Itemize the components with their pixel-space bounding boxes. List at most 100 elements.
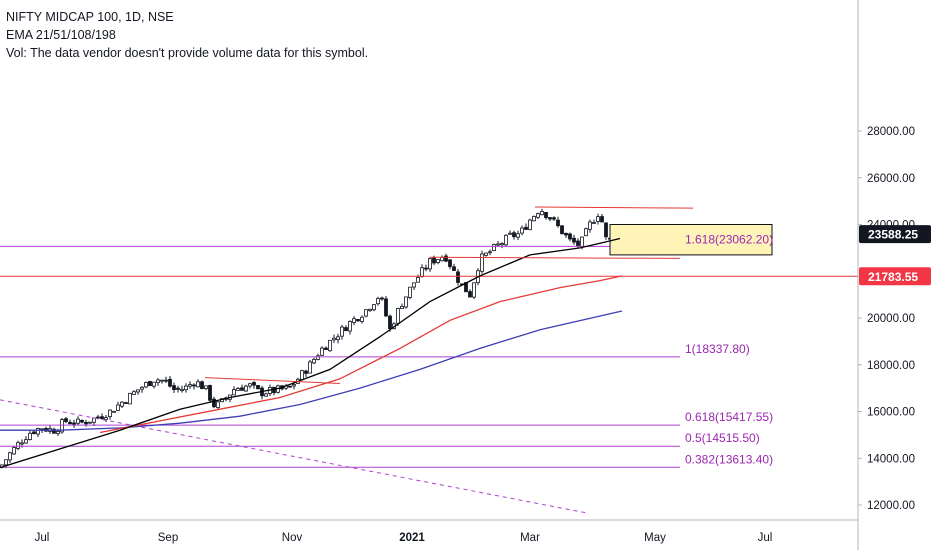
candle-body — [236, 388, 240, 391]
candle-body — [480, 253, 484, 272]
candle-body — [328, 339, 332, 352]
candle-body — [584, 228, 588, 237]
candle-body — [96, 416, 100, 419]
candle-body — [320, 347, 324, 356]
candle-body — [160, 379, 164, 382]
candle-body — [524, 226, 528, 230]
candle-body — [8, 452, 12, 461]
candle-body — [544, 211, 548, 218]
candle-body — [564, 232, 568, 236]
candle-body — [400, 306, 404, 310]
candle-body — [124, 402, 128, 405]
candle-body — [192, 384, 196, 387]
candle-body — [504, 234, 508, 246]
indicator-label[interactable]: EMA 21/51/108/198 — [6, 28, 116, 42]
candle-body — [92, 417, 96, 423]
candle-body — [516, 233, 520, 238]
candle-body — [316, 355, 320, 360]
candle-body — [456, 271, 460, 283]
candle-body — [20, 442, 24, 445]
candle-body — [500, 243, 504, 246]
candle-body — [60, 419, 64, 433]
candle-body — [452, 266, 456, 271]
candle-body — [196, 381, 200, 388]
candle-body — [108, 409, 112, 417]
candle-body — [600, 216, 604, 223]
candle-body — [552, 217, 556, 220]
candle-body — [336, 336, 340, 341]
price-tick-label: 20000.00 — [867, 313, 915, 325]
candle-body — [240, 387, 244, 391]
candle-body — [116, 404, 120, 411]
fib-label: 1(18337.80) — [685, 342, 750, 356]
candle-body — [264, 393, 268, 397]
candle-body — [208, 385, 212, 401]
candle-body — [572, 237, 576, 243]
candle-body — [388, 315, 392, 330]
candle-body — [24, 439, 28, 444]
resistance-line — [204, 377, 341, 384]
fib-label: 0.382(13613.40) — [685, 452, 773, 466]
candle-body — [536, 213, 540, 218]
price-axis: 12000.00 14000.00 16000.00 18000.00 20000.00… — [857, 0, 931, 550]
candle-body — [112, 410, 116, 413]
candle-body — [420, 267, 424, 278]
time-axis: Jul Sep Nov 2021 Mar May Jul — [0, 519, 858, 544]
candle-body — [432, 257, 436, 264]
price-tick-label: 14000.00 — [867, 453, 915, 465]
candle-body — [424, 267, 428, 270]
candle-body — [568, 233, 572, 240]
candle-body — [364, 309, 368, 317]
price-tick-label: 12000.00 — [867, 500, 915, 512]
candle-body — [84, 421, 88, 425]
ema21-line — [0, 237, 621, 469]
candle-body — [176, 387, 180, 390]
candle-body — [256, 385, 260, 390]
candle-body — [76, 418, 80, 424]
candle-body — [120, 401, 124, 407]
candle-body — [576, 240, 580, 246]
candle-body — [300, 370, 304, 381]
candle-body — [548, 217, 552, 220]
candle-body — [28, 432, 32, 440]
candle-body — [68, 421, 72, 425]
candle-body — [232, 389, 236, 396]
symbol-title[interactable]: NIFTY MIDCAP 100, 1D, NSE — [6, 10, 174, 24]
candle-body — [344, 327, 348, 332]
candle-body — [496, 243, 500, 246]
candle-body — [140, 386, 144, 390]
candle-body — [16, 442, 20, 449]
candle-body — [484, 252, 488, 256]
candle-body — [324, 347, 328, 350]
candle-body — [184, 385, 188, 391]
candle-body — [412, 282, 416, 288]
candle-body — [136, 389, 140, 393]
price-tick-label: 16000.00 — [867, 407, 915, 419]
candle-body — [372, 304, 376, 311]
candle-body — [148, 380, 152, 387]
candle-body — [376, 298, 380, 305]
candle-body — [556, 219, 560, 227]
time-tick-label: May — [644, 532, 666, 544]
candle-body — [332, 337, 336, 341]
candle-body — [4, 459, 8, 466]
overlays-layer: 1.618(23062.20) 1(18337.80) 0.618(15417.55… — [0, 206, 858, 514]
candle-body — [252, 382, 256, 386]
candle-body — [100, 416, 104, 419]
candle-body — [508, 232, 512, 235]
chart-legend: NIFTY MIDCAP 100, 1D, NSE EMA 21/51/108/… — [6, 8, 368, 62]
candle-body — [404, 296, 408, 308]
candle-body — [204, 385, 208, 390]
price-tick-label: 26000.00 — [867, 173, 915, 185]
candle-body — [12, 447, 16, 455]
candle-body — [152, 381, 156, 387]
candle-body — [592, 222, 596, 224]
candle-body — [348, 321, 352, 332]
candle-body — [308, 361, 312, 374]
candle-body — [288, 385, 292, 388]
candles-layer — [0, 208, 620, 469]
candle-body — [492, 244, 496, 252]
candle-body — [64, 418, 68, 422]
time-tick-label: Jul — [758, 532, 773, 544]
